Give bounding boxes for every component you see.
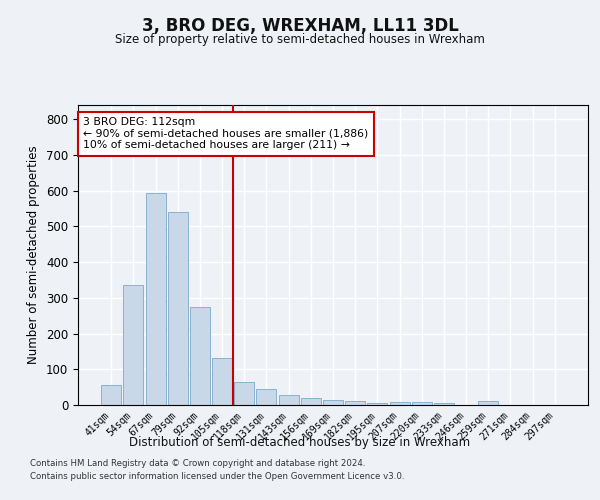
Bar bbox=[389, 402, 410, 405]
Bar bbox=[367, 402, 388, 405]
Bar bbox=[212, 358, 232, 405]
Bar bbox=[168, 212, 188, 405]
Bar bbox=[101, 384, 121, 405]
Bar bbox=[345, 402, 365, 405]
Text: Contains public sector information licensed under the Open Government Licence v3: Contains public sector information licen… bbox=[30, 472, 404, 481]
Bar bbox=[234, 382, 254, 405]
Y-axis label: Number of semi-detached properties: Number of semi-detached properties bbox=[28, 146, 40, 364]
Bar bbox=[478, 402, 498, 405]
Bar bbox=[323, 400, 343, 405]
Bar bbox=[412, 402, 432, 405]
Text: Size of property relative to semi-detached houses in Wrexham: Size of property relative to semi-detach… bbox=[115, 32, 485, 46]
Bar bbox=[124, 286, 143, 405]
Bar bbox=[256, 389, 277, 405]
Text: 3, BRO DEG, WREXHAM, LL11 3DL: 3, BRO DEG, WREXHAM, LL11 3DL bbox=[142, 18, 458, 36]
Bar bbox=[190, 307, 210, 405]
Bar bbox=[278, 396, 299, 405]
Bar bbox=[434, 403, 454, 405]
Bar bbox=[301, 398, 321, 405]
Text: Contains HM Land Registry data © Crown copyright and database right 2024.: Contains HM Land Registry data © Crown c… bbox=[30, 458, 365, 468]
Text: 3 BRO DEG: 112sqm
← 90% of semi-detached houses are smaller (1,886)
10% of semi-: 3 BRO DEG: 112sqm ← 90% of semi-detached… bbox=[83, 117, 368, 150]
Bar bbox=[146, 192, 166, 405]
Text: Distribution of semi-detached houses by size in Wrexham: Distribution of semi-detached houses by … bbox=[130, 436, 470, 449]
